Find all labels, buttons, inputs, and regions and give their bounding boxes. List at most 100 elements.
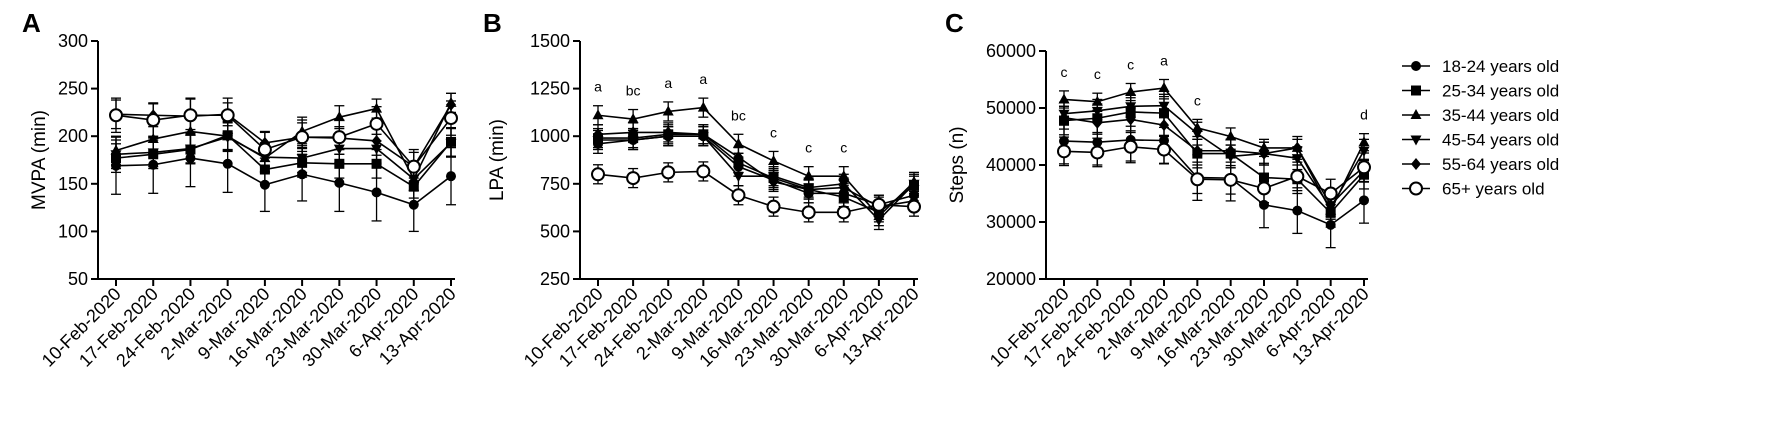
data-point xyxy=(446,171,456,182)
significance-label: a xyxy=(664,75,672,91)
data-point xyxy=(333,111,345,122)
data-point xyxy=(908,179,920,190)
y-tick-label: 50000 xyxy=(986,98,1036,118)
data-point xyxy=(334,177,345,188)
legend-item: 65+ years old xyxy=(1402,180,1545,199)
data-point xyxy=(183,108,198,123)
data-point xyxy=(295,130,310,145)
data-point xyxy=(1158,82,1170,93)
y-axis-title: MVPA (min) xyxy=(29,110,50,210)
data-point xyxy=(801,205,816,220)
series-line xyxy=(1063,145,1365,195)
data-point xyxy=(147,148,159,159)
series-6 xyxy=(591,161,921,223)
panel-letter: A xyxy=(22,8,41,38)
legend-marker xyxy=(1411,158,1421,170)
data-point xyxy=(731,188,746,203)
series-4 xyxy=(1058,93,1370,220)
data-point xyxy=(628,126,639,139)
y-tick-label: 50 xyxy=(68,269,88,289)
data-point xyxy=(1125,86,1137,97)
data-point xyxy=(408,199,419,210)
data-point xyxy=(1323,186,1338,201)
y-tick-label: 1500 xyxy=(530,31,570,51)
data-point xyxy=(369,116,384,131)
legend-marker xyxy=(1410,135,1422,146)
data-point xyxy=(1225,144,1236,157)
data-point xyxy=(184,144,196,155)
series-6 xyxy=(1057,131,1371,209)
data-point xyxy=(768,175,779,188)
series-line xyxy=(115,136,452,181)
legend-marker xyxy=(1411,85,1421,96)
legend-label: 65+ years old xyxy=(1442,180,1545,199)
significance-label: bc xyxy=(626,83,641,99)
data-point xyxy=(732,137,744,148)
y-tick-label: 40000 xyxy=(986,155,1036,175)
data-point xyxy=(222,133,234,144)
data-point xyxy=(334,158,345,169)
series-line xyxy=(597,131,915,208)
y-axis-title: Steps (n) xyxy=(947,126,968,203)
y-tick-label: 20000 xyxy=(986,269,1036,289)
series-1 xyxy=(1059,116,1369,249)
legend-label: 25-34 years old xyxy=(1442,82,1559,101)
data-point xyxy=(626,171,641,186)
data-point xyxy=(838,181,849,194)
series-line xyxy=(1063,116,1365,207)
data-point xyxy=(1292,141,1303,154)
data-point xyxy=(766,199,781,214)
y-tick-label: 1250 xyxy=(530,79,570,99)
data-point xyxy=(698,128,709,141)
panel-letter: B xyxy=(483,8,502,38)
data-point xyxy=(1125,102,1137,113)
data-point xyxy=(592,109,604,120)
legend-item: 18-24 years old xyxy=(1402,57,1559,76)
significance-label: a xyxy=(1160,53,1168,69)
significance-label: c xyxy=(1127,56,1134,72)
legend-label: 45-54 years old xyxy=(1442,131,1559,150)
series-5 xyxy=(1059,105,1369,217)
significance-label: bc xyxy=(731,107,746,123)
data-point xyxy=(222,158,233,169)
y-axis-title: LPA (min) xyxy=(487,119,508,201)
data-point xyxy=(871,197,886,212)
data-point xyxy=(1259,147,1269,160)
data-point xyxy=(661,165,676,180)
legend-item: 35-44 years old xyxy=(1402,106,1559,125)
data-point xyxy=(444,111,458,126)
y-tick-label: 500 xyxy=(540,221,570,241)
data-point xyxy=(110,150,122,161)
series-4 xyxy=(110,122,457,192)
y-tick-label: 150 xyxy=(58,174,88,194)
data-point xyxy=(663,126,674,139)
y-tick-label: 1000 xyxy=(530,126,570,146)
y-tick-label: 300 xyxy=(58,31,88,51)
y-tick-label: 60000 xyxy=(986,41,1036,61)
data-point xyxy=(593,128,603,141)
panel-letter: C xyxy=(945,8,964,38)
data-point xyxy=(1190,172,1205,187)
significance-label: c xyxy=(1194,92,1201,108)
series-line xyxy=(115,102,452,181)
data-point xyxy=(1092,116,1103,129)
data-point xyxy=(146,113,161,128)
data-point xyxy=(220,108,235,123)
data-point xyxy=(1225,130,1237,141)
data-point xyxy=(1059,111,1069,124)
series-line xyxy=(1063,104,1365,210)
series-3 xyxy=(1058,78,1370,220)
data-point xyxy=(1192,144,1203,157)
legend-marker xyxy=(1411,61,1421,71)
data-point xyxy=(1159,119,1169,132)
data-point xyxy=(697,101,709,112)
series-line xyxy=(598,135,915,222)
series-2 xyxy=(1059,97,1369,228)
significance-label: a xyxy=(594,79,602,95)
significance-label: d xyxy=(1360,107,1368,123)
series-line xyxy=(115,114,452,168)
series-6 xyxy=(109,97,458,185)
